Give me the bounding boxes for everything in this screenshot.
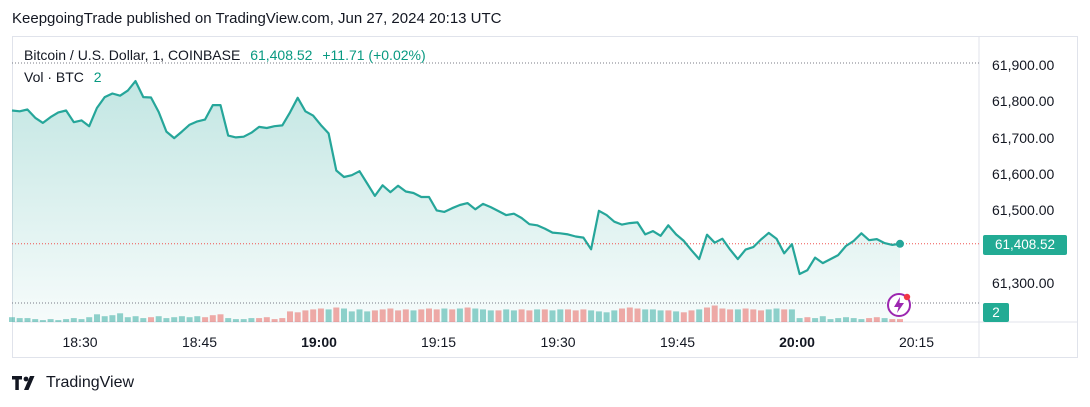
volume-legend[interactable]: Vol · BTC 2 [24, 69, 102, 85]
price-axis-tick: 61,700.00 [992, 129, 1055, 146]
publish-header: KeepgoingTrade published on TradingView.… [12, 10, 502, 27]
tradingview-brand: TradingView [46, 374, 135, 391]
last-price-marker [896, 239, 904, 248]
time-axis-tick: 18:30 [62, 334, 98, 350]
volume-title: Vol · BTC [24, 69, 84, 85]
lightning-snapshot-icon[interactable] [886, 292, 912, 318]
time-axis-tick: 19:15 [420, 334, 457, 350]
price-change-value: +11.71 (+0.02%) [322, 47, 426, 63]
last-price-badge: 61,408.52 [983, 235, 1067, 255]
last-volume-badge: 2 [983, 303, 1009, 322]
tradingview-footer[interactable]: TradingView [12, 374, 134, 392]
price-axis-tick: 61,600.00 [992, 166, 1055, 183]
time-axis-tick: 20:15 [898, 334, 935, 350]
symbol-title: Bitcoin / U.S. Dollar, 1, COINBASE [24, 47, 241, 63]
price-axis-tick: 61,300.00 [992, 275, 1055, 292]
price-line [11, 80, 901, 276]
last-price-value: 61,408.52 [250, 47, 313, 63]
price-area-fill [12, 81, 900, 322]
price-axis-tick: 61,900.00 [992, 57, 1055, 74]
time-axis-tick: 19:45 [659, 334, 696, 350]
tradingview-logo-icon [12, 376, 35, 390]
time-axis-tick: 20:00 [779, 334, 815, 350]
time-axis-tick: 19:00 [301, 334, 337, 350]
symbol-legend[interactable]: Bitcoin / U.S. Dollar, 1, COINBASE 61,40… [24, 47, 426, 63]
volume-value: 2 [93, 69, 102, 85]
time-axis-tick: 19:30 [540, 334, 576, 350]
price-axis-tick: 61,500.00 [992, 202, 1055, 219]
price-axis-tick: 61,800.00 [992, 93, 1055, 110]
time-axis-tick: 18:45 [181, 334, 218, 350]
